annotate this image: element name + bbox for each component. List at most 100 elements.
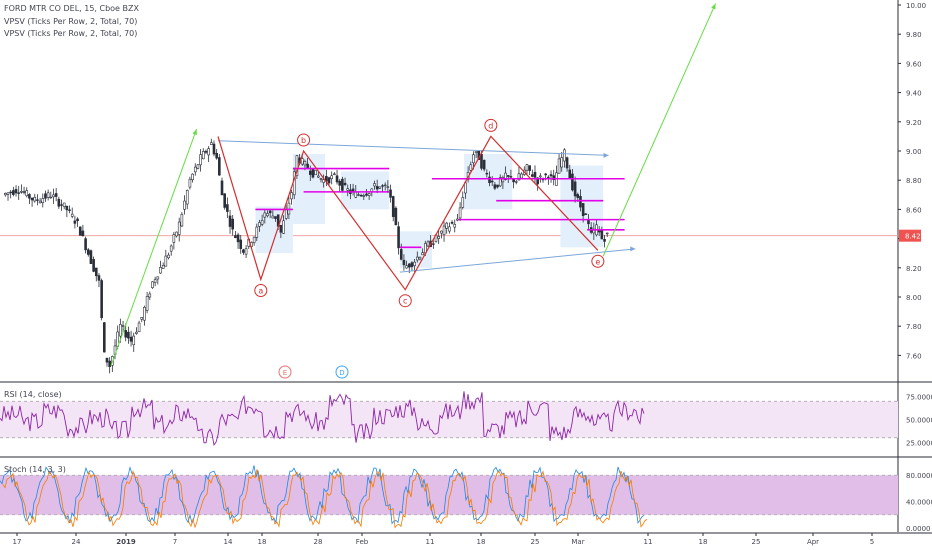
- candle-body: [226, 204, 229, 212]
- candle-body: [193, 166, 197, 173]
- trend-arrowhead: [603, 152, 609, 158]
- candle-body: [260, 220, 264, 225]
- candle-body: [28, 194, 31, 199]
- candle-body: [231, 218, 235, 230]
- candle-body: [36, 199, 39, 201]
- candle-body: [78, 226, 82, 236]
- candle-body: [266, 213, 269, 217]
- candle-body: [407, 263, 411, 268]
- candle-body: [22, 191, 26, 193]
- candle-body: [73, 220, 77, 224]
- y-tick-label: 9.60: [906, 60, 922, 68]
- candle-body: [506, 175, 510, 177]
- x-tick-label: 25: [752, 538, 761, 546]
- candle-body: [531, 174, 534, 177]
- candle-body: [383, 184, 387, 187]
- candle-body: [97, 275, 101, 281]
- candle-body: [514, 181, 518, 183]
- candle-body: [236, 234, 240, 243]
- candle-body: [239, 239, 243, 249]
- candle-body: [103, 322, 106, 353]
- candle-body: [525, 164, 529, 171]
- candle-body: [52, 194, 55, 198]
- candle-body: [86, 249, 90, 255]
- y-tick-label: 10.00: [906, 2, 926, 10]
- candle-body: [180, 214, 184, 227]
- candle-body: [223, 193, 226, 208]
- x-tick-label: 25: [531, 538, 540, 546]
- marker-label-D: D: [339, 369, 344, 377]
- candle-body: [399, 249, 403, 260]
- candle-body: [504, 172, 507, 180]
- candle-body: [12, 190, 15, 195]
- candle-body: [263, 212, 267, 218]
- trend-line: [217, 140, 609, 156]
- candle-body: [386, 186, 390, 188]
- candle-body: [480, 153, 483, 169]
- candle-body: [108, 360, 111, 367]
- wave-pattern-line: [217, 135, 599, 291]
- x-tick-label: Feb: [356, 538, 369, 546]
- candle-body: [579, 196, 582, 208]
- candle-body: [188, 178, 192, 188]
- candle-body: [161, 265, 165, 269]
- candle-body: [242, 249, 245, 253]
- candle-body: [196, 164, 200, 169]
- y-tick-label: 8.00: [906, 294, 922, 302]
- candle-body: [552, 175, 556, 181]
- candle-body: [70, 213, 74, 217]
- marker-label-E: E: [283, 369, 287, 377]
- projection-line: [110, 128, 198, 366]
- candle-body: [49, 196, 53, 199]
- candle-body: [279, 224, 283, 233]
- candle-body: [426, 241, 430, 247]
- candle-body: [207, 148, 210, 156]
- candle-body: [533, 171, 537, 178]
- candle-body: [560, 157, 564, 168]
- projection-arrowhead: [711, 3, 716, 10]
- candle-body: [557, 158, 561, 174]
- current-price-badge: [899, 229, 921, 242]
- candle-body: [472, 154, 475, 164]
- candle-body: [41, 198, 45, 203]
- candle-body: [46, 192, 50, 198]
- wave-label-circle: [297, 133, 311, 147]
- candle-body: [397, 226, 400, 249]
- symbol-title: FORD MTR CO DEL, 15, Cboe BZX: [4, 4, 139, 13]
- candle-body: [549, 174, 553, 177]
- candle-body: [89, 250, 93, 264]
- candle-body: [218, 157, 221, 176]
- candle-body: [33, 196, 37, 202]
- candle-body: [509, 176, 513, 178]
- candle-body: [25, 190, 29, 197]
- stoch-panel-label: Stoch (14, 3, 3): [4, 465, 66, 474]
- candle-body: [119, 324, 122, 337]
- candle-body: [437, 236, 440, 239]
- rsi-panel-label: RSI (14, close): [4, 390, 62, 399]
- y-tick-label: 9.20: [906, 119, 922, 127]
- candle-body: [177, 221, 181, 235]
- y-tick-label: 7.60: [906, 352, 922, 360]
- current-price-label: 8.42: [905, 233, 921, 241]
- candle-body: [60, 204, 63, 206]
- candle-body: [440, 230, 443, 234]
- candle-body: [156, 276, 160, 280]
- wave-label-circle: [254, 283, 268, 297]
- candle-body: [212, 143, 216, 155]
- x-tick-label: 18: [258, 538, 267, 546]
- candle-body: [284, 209, 288, 219]
- candle-body: [252, 236, 256, 244]
- candle-body: [442, 225, 446, 236]
- wave-label-b: b: [301, 136, 306, 145]
- stoch-tick-label: 80.0000: [906, 472, 932, 480]
- candle-body: [44, 193, 47, 199]
- candle-body: [62, 202, 66, 207]
- candle-body: [536, 177, 539, 185]
- candle-body: [432, 243, 435, 245]
- candle-body: [164, 255, 168, 267]
- candle-body: [271, 215, 275, 219]
- candle-body: [528, 165, 531, 171]
- y-tick-label: 8.60: [906, 206, 922, 214]
- candle-body: [210, 142, 213, 145]
